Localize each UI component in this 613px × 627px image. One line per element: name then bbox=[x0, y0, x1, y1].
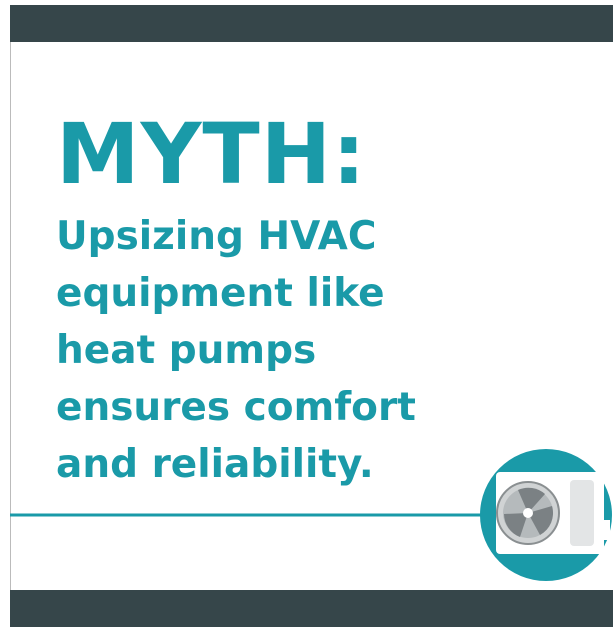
headline: MYTH: bbox=[56, 105, 367, 203]
top-bar bbox=[10, 5, 613, 42]
body-line: ensures comfort bbox=[56, 385, 416, 430]
body-line: Upsizing HVAC bbox=[56, 214, 377, 259]
bottom-bar bbox=[10, 590, 613, 627]
body-line: and reliability. bbox=[56, 442, 374, 487]
left-border bbox=[10, 42, 11, 590]
body-line: equipment like bbox=[56, 271, 385, 316]
ac-unit-icon bbox=[496, 472, 610, 554]
body-text: Upsizing HVAC equipment like heat pumps ens… bbox=[56, 208, 416, 493]
body-line: heat pumps bbox=[56, 328, 317, 373]
